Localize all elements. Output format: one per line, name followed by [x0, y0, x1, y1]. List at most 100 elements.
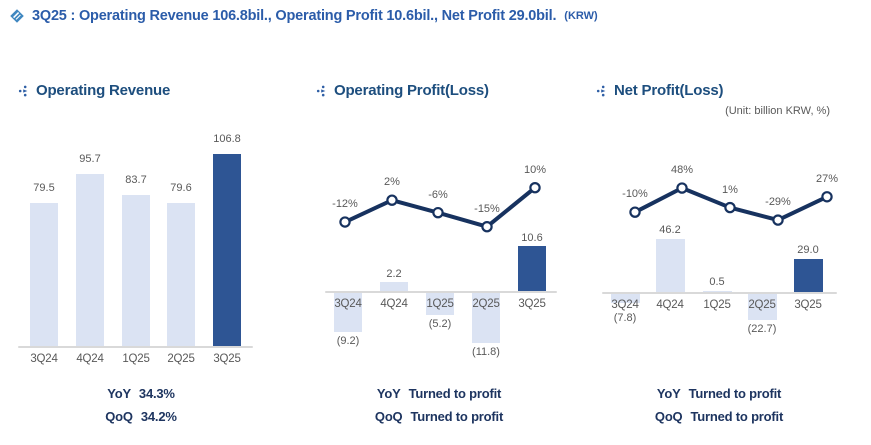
dots-bullet-icon [316, 85, 326, 96]
net-profit-chart: (7.8) 3Q24 46.2 4Q24 0.5 1Q25 (22.7) 2Q25 29.0 3Q… [596, 130, 842, 380]
bar-value-label: 79.6 [170, 181, 192, 194]
bar-1Q25 [426, 293, 454, 315]
category-label: 3Q25 [518, 298, 546, 310]
caption-label: YoY [107, 386, 131, 401]
bar-value-label: 2.2 [386, 267, 402, 280]
bar-value-label: (7.8) [613, 312, 637, 324]
axis-line [602, 292, 837, 294]
caption-label: QoQ [374, 409, 403, 424]
yoy-caption: YoY Turned to profit [316, 382, 562, 405]
bar-value-label: 46.2 [659, 223, 681, 236]
caption-value: 34.3% [138, 386, 175, 401]
bar-3Q24 [610, 294, 640, 303]
bar-value-label: 0.5 [709, 276, 725, 288]
net-profit-heading: Net Profit(Loss) [596, 82, 842, 99]
bar-4Q24 [380, 281, 408, 291]
line-value-label: 27% [815, 172, 839, 185]
category-label: 2Q25 [167, 353, 195, 365]
bar-3Q24 [334, 293, 362, 332]
bar-2Q25 [472, 293, 500, 343]
chart-title: Operating Revenue [36, 82, 171, 99]
category-label: 1Q25 [703, 299, 731, 311]
caption-value: Turned to profit [690, 409, 784, 424]
caption-label: YoY [656, 386, 681, 401]
qoq-caption: QoQ Turned to profit [596, 405, 842, 428]
net-profit-captions: YoY Turned to profit QoQ Turned to profit [596, 382, 842, 428]
line-marker [529, 182, 541, 194]
line-value-label: 48% [670, 164, 694, 177]
line-marker [386, 194, 398, 206]
category-label: 2Q25 [748, 299, 776, 311]
category-label: 3Q24 [334, 298, 362, 310]
operating-profit-heading: Operating Profit(Loss) [316, 82, 562, 99]
diamond-logo-icon [10, 9, 24, 23]
bar-3Q25 [793, 258, 823, 292]
line-marker [432, 206, 444, 219]
qoq-caption: QoQ Turned to profit [316, 405, 562, 428]
net-profit-block: Net Profit(Loss) (Unit: billion KRW, %) … [596, 82, 842, 432]
caption-label: YoY [376, 386, 401, 401]
line-value-label: -12% [332, 198, 358, 211]
bar-value-label: 106.8 [213, 132, 241, 145]
caption-label: QoQ [654, 409, 683, 424]
line-marker [629, 206, 641, 218]
category-label: 4Q24 [380, 298, 408, 310]
bar-3Q25 [518, 246, 546, 291]
operating-revenue-chart: 79.5 3Q24 95.7 4Q24 83.7 1Q25 79.6 2Q25 106.8 3Q2… [18, 130, 264, 380]
line-value-label: 2% [384, 176, 400, 189]
line-value-label: -10% [622, 188, 648, 201]
line-marker [339, 216, 351, 228]
chart-title: Operating Profit(Loss) [334, 82, 489, 99]
operating-revenue-heading: Operating Revenue [18, 82, 264, 99]
operating-profit-block: Operating Profit(Loss) (9.2) 3Q24 2.2 4Q24 (… [316, 82, 562, 432]
category-label: 3Q25 [794, 299, 822, 311]
bar-value-label: (22.7) [747, 323, 777, 336]
page-title: 3Q25 : Operating Revenue 106.8bil., Oper… [8, 7, 598, 25]
line-value-label: 10% [523, 163, 547, 176]
qoq-caption: QoQ 34.2% [18, 405, 264, 428]
line-marker [724, 201, 736, 214]
dots-bullet-icon [18, 85, 28, 96]
line-marker [481, 220, 493, 233]
bar-3Q24 [30, 202, 58, 346]
category-label: 3Q25 [213, 353, 241, 365]
bar-value-label: 79.5 [33, 181, 55, 194]
category-label: 4Q24 [656, 299, 684, 311]
caption-value: Turned to profit [688, 386, 782, 401]
bar-1Q25 [122, 195, 150, 346]
line-marker [772, 214, 784, 226]
axis-line [325, 291, 557, 293]
yoy-caption: YoY 34.3% [18, 382, 264, 405]
unit-note: (Unit: billion KRW, %) [725, 105, 830, 117]
yoy-growth-line [629, 182, 833, 226]
line-value-label: -6% [428, 188, 448, 201]
yoy-caption: YoY Turned to profit [596, 382, 842, 405]
bar-value-label: (11.8) [472, 345, 500, 358]
category-label: 1Q25 [122, 353, 150, 365]
caption-label: QoQ [105, 409, 133, 424]
caption-value: Turned to profit [408, 386, 502, 401]
caption-value: Turned to profit [410, 409, 504, 424]
line-value-label: 1% [722, 183, 738, 196]
operating-profit-captions: YoY Turned to profit QoQ Turned to profit [316, 382, 562, 428]
page-title-text: 3Q25 : Operating Revenue 106.8bil., Oper… [32, 8, 557, 24]
category-label: 4Q24 [76, 353, 104, 365]
category-label: 3Q24 [30, 353, 58, 365]
category-label: 2Q25 [472, 298, 500, 310]
line-marker [821, 191, 833, 203]
bar-value-label: 29.0 [797, 243, 819, 256]
dots-bullet-icon [596, 85, 606, 96]
bar-3Q25 [213, 153, 241, 346]
page-title-unit: (KRW) [564, 10, 598, 22]
bar-1Q25 [702, 291, 732, 292]
line-value-label: -15% [474, 202, 500, 215]
caption-value: 34.2% [140, 409, 177, 424]
bar-value-label: 10.6 [521, 232, 543, 245]
category-label: 3Q24 [611, 299, 639, 311]
yoy-growth-line [339, 182, 541, 233]
bar-4Q24 [655, 238, 685, 292]
bar-value-label: (9.2) [336, 334, 360, 347]
category-label: 1Q25 [426, 298, 454, 310]
bar-value-label: (5.2) [428, 317, 452, 330]
